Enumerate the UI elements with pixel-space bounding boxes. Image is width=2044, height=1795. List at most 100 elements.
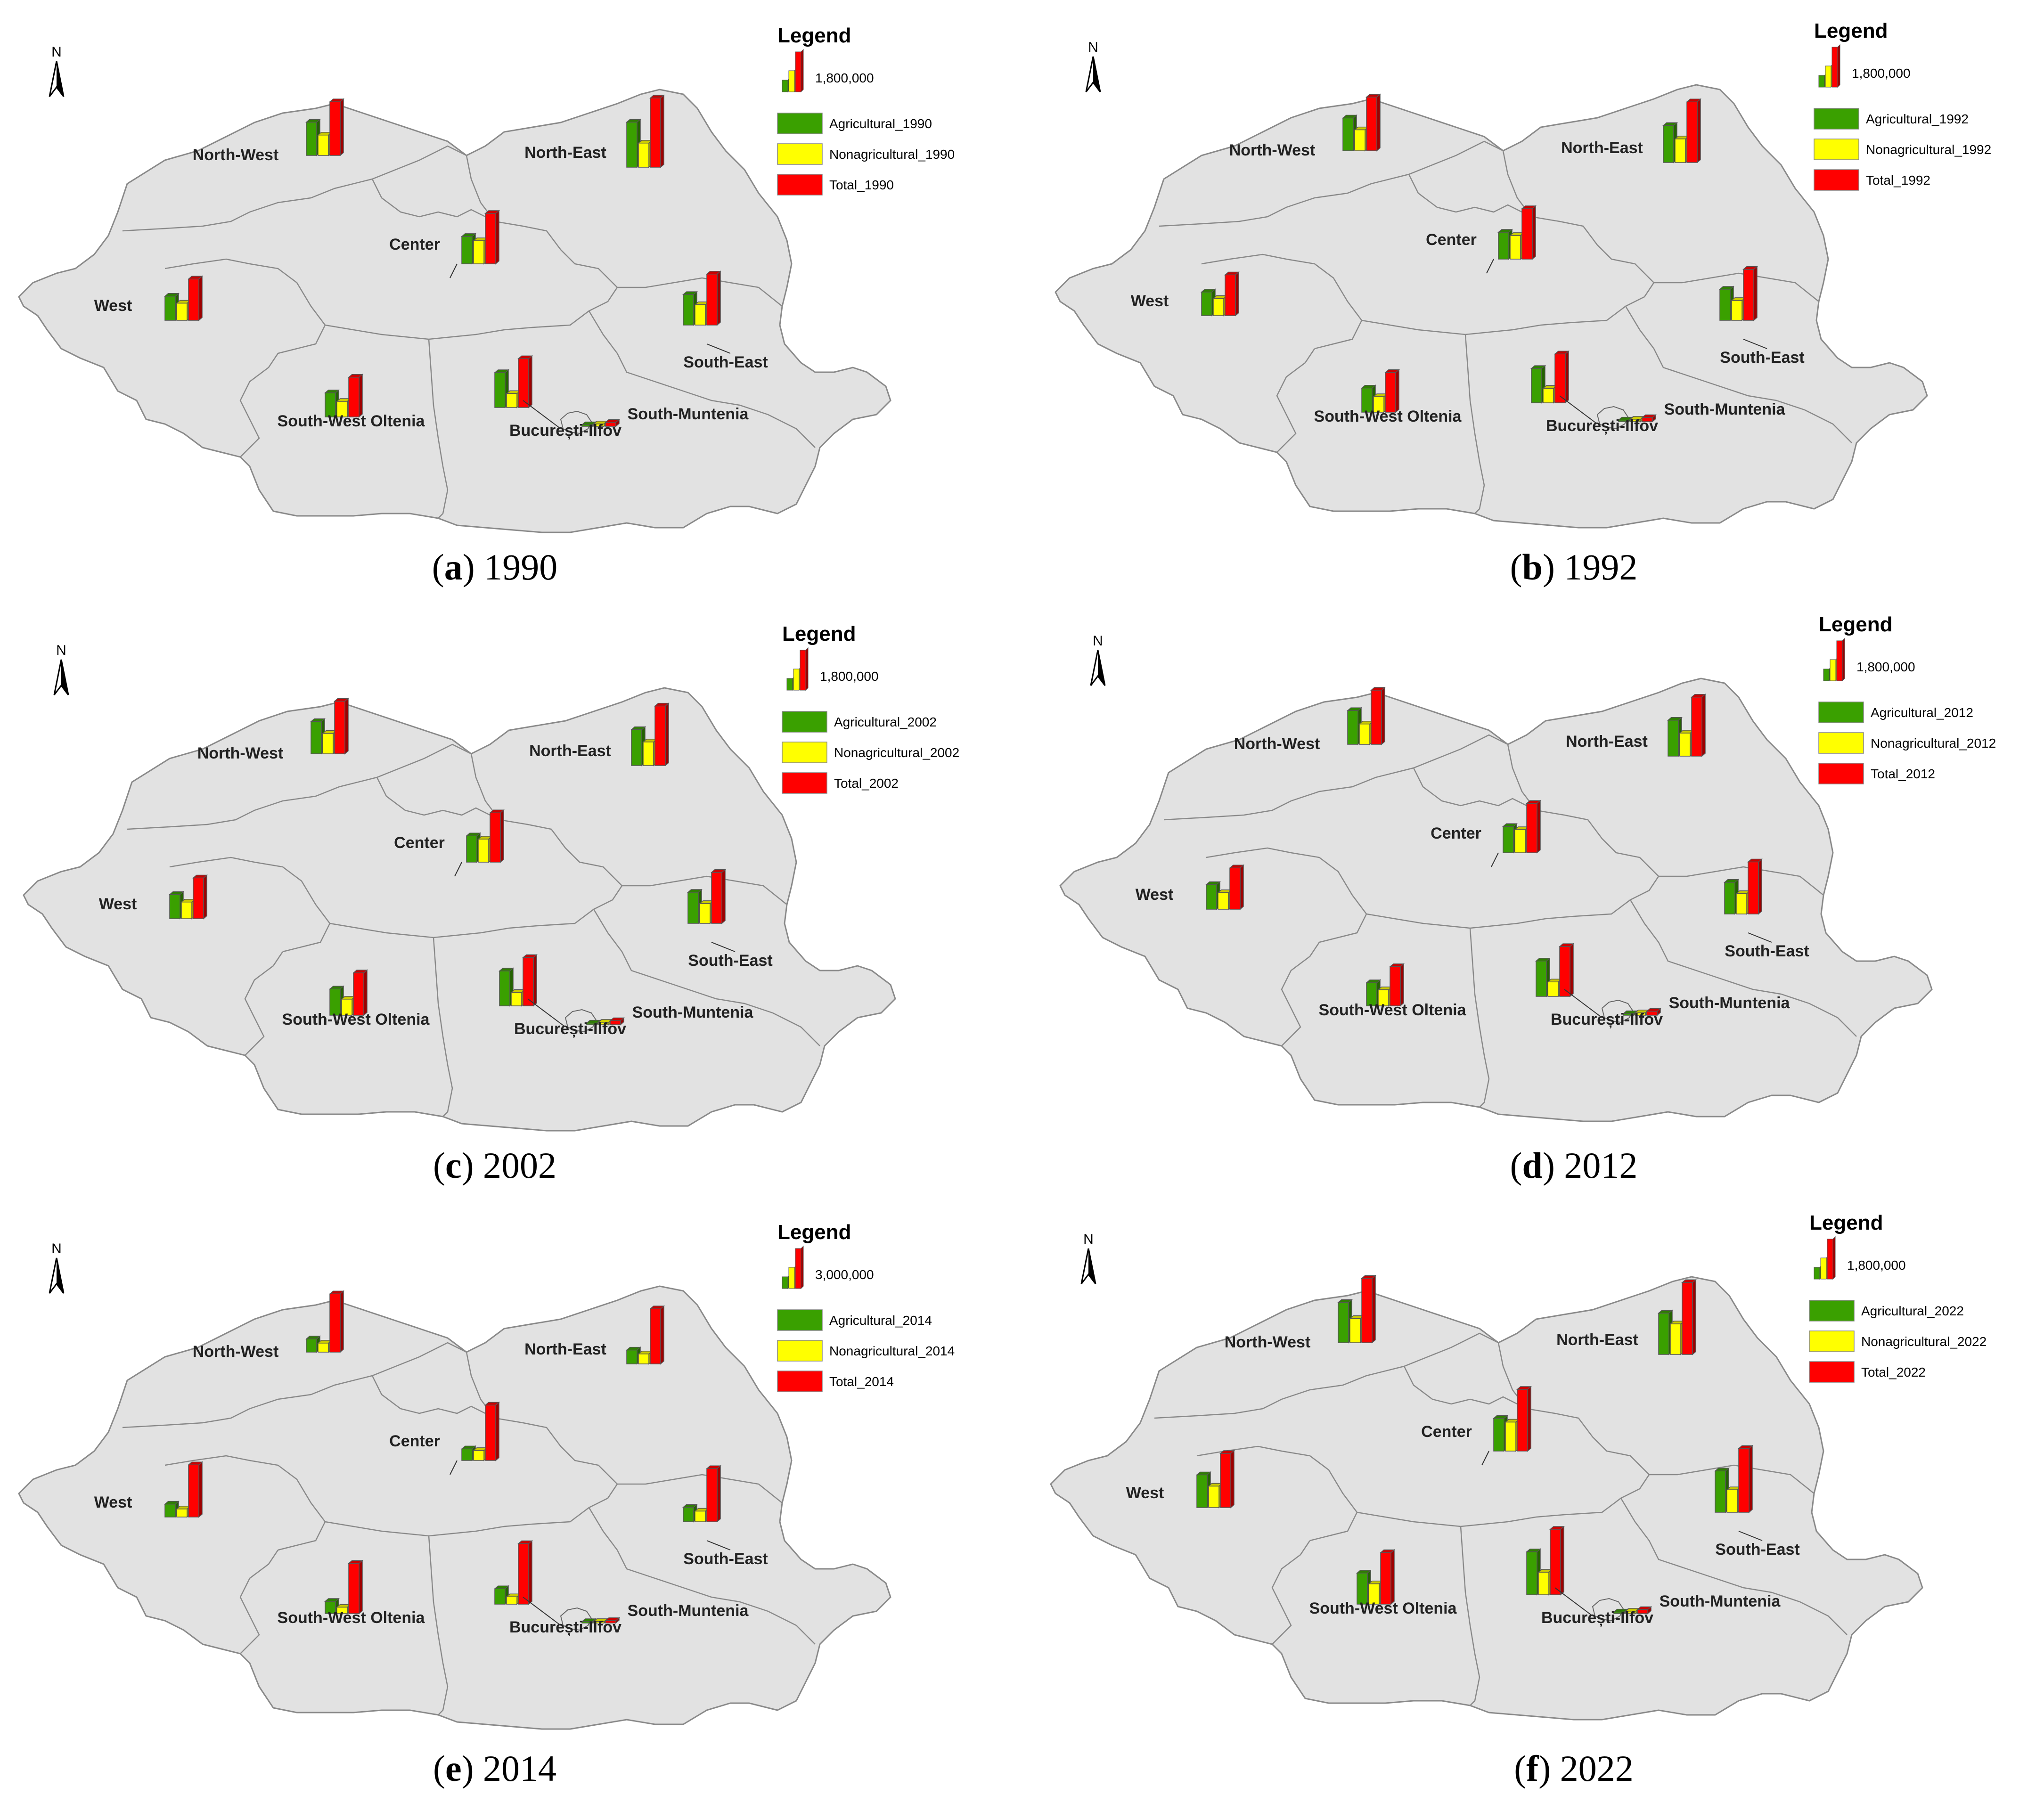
north-label: N [56,643,66,658]
legend: Legend 1,800,000 Agricultural_2022 Nonagric… [1809,1211,1987,1383]
legend-item-label: Total_2014 [829,1374,894,1389]
legend-item-label: Agricultural_2014 [829,1313,932,1328]
region-label-south_muntenia: South-Muntenia [1664,400,1786,418]
bar-group-west [1205,864,1245,910]
bar-agricultural-south_muntenia [493,369,510,408]
bar-group-west [168,874,208,920]
legend-reference-bars [1814,1236,1836,1280]
region-label-south_west_oltenia: South-West Oltenia [1309,1599,1457,1617]
bar-group-south_east [682,1465,722,1523]
bar-total-center [1525,800,1542,854]
bar-agricultural-bucuresti_ilfov [580,1618,597,1624]
bar-total-center [489,809,505,863]
panel-caption: (a) 1990 [432,547,557,587]
region-label-center: Center [389,1432,440,1450]
bar-total-bucuresti_ilfov [1645,1007,1662,1016]
region-label-west: West [99,895,137,913]
legend-reference-bar [795,49,804,93]
legend-item-label: Total_2012 [1871,767,1935,781]
bar-total-north_west [1365,93,1382,152]
legend-reference-bars [782,1245,804,1289]
map-panel-f: N North-West North-East Center West South-Eas… [1050,1211,1987,1721]
legend-item-label: Nonagricultural_1992 [1866,142,1991,157]
bar-total-west [187,275,204,321]
legend-swatch-total [782,772,827,794]
panel-year: 2014 [483,1748,556,1789]
bar-group-north_west [1341,93,1382,152]
romania-map-outline [18,89,891,533]
bar-total-north_west [328,98,345,156]
legend-swatch-total [1818,763,1864,784]
bar-group-bucuresti_ilfov [1617,414,1657,423]
legend-title: Legend [777,24,851,47]
legend-swatch-total [1814,169,1859,191]
bar-nonagricultural-south_muntenia [505,390,522,408]
leader-line-south-muntenia [1554,1587,1593,1616]
legend-item-label: Agricultural_1992 [1866,112,1969,126]
region-label-north_west: North-West [193,1343,279,1361]
region-label-center: Center [1431,824,1481,842]
leader-line-south-east [1743,339,1767,349]
leader-line-center [1491,852,1499,867]
bar-total-north_east [1690,694,1707,757]
leader-line-south-muntenia [523,1597,561,1626]
north-arrow-icon: N [1085,40,1101,92]
region-label-north_east: North-East [524,144,606,162]
bar-total-south_west_oltenia [1379,1549,1396,1605]
bar-total-south_east [705,270,722,326]
region-label-center: Center [389,236,440,253]
region-label-south_west_oltenia: South-West Oltenia [282,1011,430,1028]
bar-total-bucuresti_ilfov [1641,414,1657,423]
leader-line-south-east [706,1540,731,1550]
bar-total-north_west [1360,1274,1377,1344]
legend-title: Legend [777,1221,851,1244]
legend-swatch-agricultural [1814,108,1859,130]
legend-item-label: Nonagricultural_1990 [829,147,955,162]
leader-line-center [450,263,458,278]
region-label-bucuresti_ilfov: București-Ilfov [1546,417,1658,435]
bar-group-center [1492,1386,1532,1452]
legend-swatch-agricultural [777,1309,823,1331]
region-label-north_east: North-East [1566,733,1648,751]
bar-group-north_east [1662,98,1702,163]
bar-agricultural-west [1205,881,1221,910]
north-label: N [1083,1232,1094,1247]
bar-group-south_east [1714,1444,1754,1513]
bar-total-south_muntenia [517,1540,533,1605]
bar-group-bucuresti_ilfov [580,418,621,427]
legend-reference-bar [800,647,809,691]
legend-item-label: Nonagricultural_2022 [1861,1334,1987,1349]
region-label-north_east: North-East [1556,1331,1638,1349]
legend-swatch-agricultural [1818,702,1864,723]
bar-group-north_west [1346,686,1386,745]
region-label-north_west: North-West [1225,1333,1311,1351]
bar-total-south_muntenia [522,954,538,1007]
legend-reference-bars [1823,637,1845,682]
north-arrow-icon: N [49,44,65,97]
panel-year: 2012 [1564,1145,1637,1186]
region-label-north_west: North-West [193,146,279,164]
legend: Legend 3,000,000 Agricultural_2014 Nonagric… [777,1221,955,1392]
bar-total-south_muntenia [1558,943,1575,997]
north-label: N [1088,40,1098,55]
bar-group-center [465,809,505,863]
map-panel-c: N North-West North-East Center West South-Eas… [23,622,959,1132]
legend-reference-bar [1827,1236,1836,1280]
bar-total-south_muntenia [1553,350,1570,404]
bar-agricultural-north_west [1337,1298,1353,1344]
bar-group-west [1200,271,1240,317]
bar-total-north_east [649,1305,665,1365]
bar-total-bucuresti_ilfov [604,418,621,427]
bar-group-south_west_oltenia [324,374,364,418]
region-label-south_west_oltenia: South-West Oltenia [278,1609,425,1627]
bar-group-bucuresti_ilfov [580,1617,621,1624]
legend-item-label: Total_1992 [1866,173,1930,188]
region-label-west: West [1131,292,1169,310]
leader-line-south-muntenia [527,998,566,1028]
region-label-north_east: North-East [1561,139,1643,157]
leader-line-south-east [1748,932,1772,943]
panel-letter: b [1522,547,1543,587]
bar-agricultural-north_west [305,1335,321,1353]
region-label-north_east: North-East [524,1340,606,1358]
bar-total-south_west_oltenia [347,1559,364,1615]
